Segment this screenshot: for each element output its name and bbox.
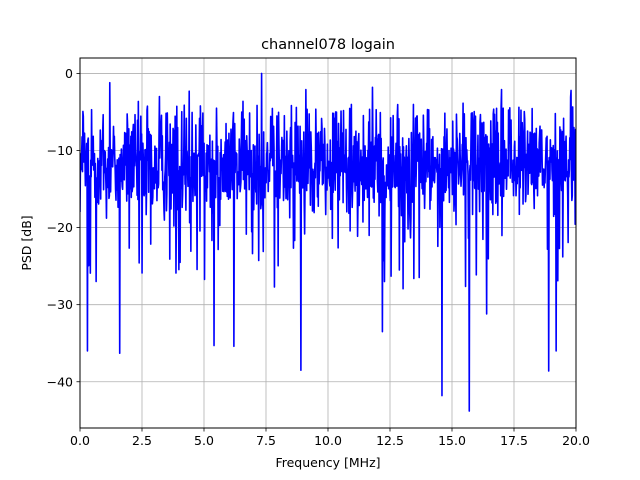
y-tick-label: 0: [65, 66, 73, 81]
psd-series-line: [80, 72, 576, 412]
y-tick-label: −40: [47, 374, 73, 389]
y-tick-label: −30: [47, 297, 73, 312]
x-tick-label: 15.0: [438, 433, 466, 448]
x-tick-label: 12.5: [376, 433, 404, 448]
x-tick-label: 7.5: [256, 433, 276, 448]
x-tick-label: 0.0: [70, 433, 90, 448]
x-axis-label: Frequency [MHz]: [275, 455, 380, 470]
y-tick-label: −20: [47, 220, 73, 235]
x-tick-label: 10.0: [314, 433, 342, 448]
x-tick-label: 20.0: [562, 433, 590, 448]
x-tick-label: 17.5: [500, 433, 528, 448]
y-axis-label: PSD [dB]: [19, 215, 34, 270]
series-layer: [80, 72, 576, 412]
x-tick-label: 2.5: [132, 433, 152, 448]
y-tick-label: −10: [47, 143, 73, 158]
x-tick-label: 5.0: [194, 433, 214, 448]
x-axis-ticks: 0.0 2.5 5.0 7.5 10.0 12.5 15.0 17.5 20.0: [70, 428, 590, 448]
y-axis-ticks: 0 −10 −20 −30 −40: [47, 66, 80, 389]
chart-title: channel078 logain: [261, 37, 395, 53]
